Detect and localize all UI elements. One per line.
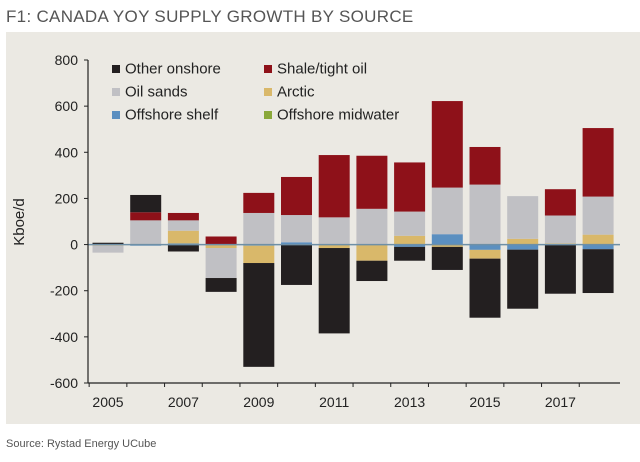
bar-shale-tight-oil-2013	[394, 162, 426, 212]
source-note: Source: Rystad Energy UCube	[6, 438, 156, 450]
bar-shale-tight-oil-2017	[544, 189, 576, 216]
bar-arctic-2012	[356, 244, 388, 261]
legend-label: Oil sands	[125, 84, 188, 101]
legend-item-shale-tight-oil: Shale/tight oil	[264, 61, 367, 78]
x-tick-label: 2007	[168, 394, 199, 410]
x-tick-label: 2017	[545, 394, 576, 410]
bar-arctic-2018	[582, 234, 614, 245]
bar-offshore-shelf-2010	[281, 242, 312, 245]
legend-item-oil-sands: Oil sands	[112, 84, 188, 101]
bar-arctic-2008	[205, 244, 237, 249]
x-tick-label: 2009	[243, 394, 274, 410]
bar-oil-sands-2005	[92, 245, 124, 253]
bar-offshore-shelf-2016	[507, 244, 539, 250]
bar-other-onshore-2014	[431, 246, 463, 270]
bar-shale-tight-oil-2012	[356, 155, 388, 209]
bar-oil-sands-2018	[582, 196, 614, 235]
bar-shale-tight-oil-2011	[318, 155, 350, 218]
bar-other-onshore-2010	[281, 244, 312, 285]
x-tick-label: 2011	[319, 394, 349, 410]
bar-oil-sands-2015	[469, 184, 501, 245]
bar-oil-sands-2012	[356, 208, 388, 245]
legend-swatch	[264, 111, 272, 119]
legend-label: Shale/tight oil	[277, 61, 367, 78]
bar-oil-sands-2014	[431, 187, 463, 235]
legend-item-other-onshore: Other onshore	[112, 61, 221, 78]
bar-other-onshore-2008	[205, 278, 237, 292]
bar-other-onshore-2015	[469, 258, 501, 318]
legend-swatch	[112, 88, 120, 96]
bar-other-onshore-2011	[318, 248, 350, 334]
bar-shale-tight-oil-2018	[582, 128, 614, 197]
bar-arctic-2007	[167, 230, 199, 244]
bar-arctic-2014	[431, 244, 463, 247]
bar-other-onshore-2007	[167, 244, 199, 252]
bar-shale-tight-oil-2010	[281, 176, 312, 216]
bar-offshore-shelf-2013	[394, 244, 426, 247]
bar-offshore-shelf-2014	[431, 234, 463, 245]
bar-other-onshore-2009	[243, 263, 275, 367]
bar-other-onshore-2016	[507, 249, 539, 309]
bar-oil-sands-2011	[318, 217, 350, 245]
legend-label: Offshore shelf	[125, 107, 219, 124]
legend-label: Offshore midwater	[277, 107, 399, 124]
bar-oil-sands-2009	[243, 212, 275, 245]
y-axis-label: Kboe/d	[11, 198, 28, 246]
y-tick-label: -400	[50, 329, 78, 345]
legend-item-offshore-midwater: Offshore midwater	[264, 107, 399, 124]
bar-oil-sands-2016	[507, 196, 539, 239]
y-tick-label: -200	[50, 283, 78, 299]
bar-oil-sands-2006	[130, 220, 162, 245]
y-tick-label: 600	[55, 98, 79, 114]
legend-swatch	[264, 65, 272, 73]
y-tick-label: 200	[55, 190, 79, 206]
bar-other-onshore-2018	[582, 249, 614, 294]
bar-other-onshore-2017	[544, 244, 576, 294]
bar-oil-sands-2013	[394, 211, 426, 236]
bar-arctic-2009	[243, 245, 275, 264]
bar-oil-sands-2010	[281, 215, 312, 243]
bar-shale-tight-oil-2015	[469, 146, 501, 185]
bar-oil-sands-2017	[544, 215, 576, 244]
bar-arctic-2015	[469, 249, 501, 259]
bar-shale-tight-oil-2014	[431, 101, 463, 188]
bar-shale-tight-oil-2007	[167, 212, 199, 221]
bar-oil-sands-2007	[167, 220, 199, 231]
legend-swatch	[112, 65, 120, 73]
bar-other-onshore-2005	[92, 242, 124, 245]
bar-arctic-2013	[394, 235, 426, 245]
legend-swatch	[112, 111, 120, 119]
bar-offshore-shelf-2018	[582, 244, 614, 250]
legend-item-offshore-shelf: Offshore shelf	[112, 107, 219, 124]
bar-arctic-2016	[507, 238, 539, 245]
bar-other-onshore-2013	[394, 246, 426, 261]
bar-other-onshore-2006	[130, 194, 162, 213]
bar-other-onshore-2012	[356, 260, 388, 282]
legend-item-arctic: Arctic	[264, 84, 315, 101]
x-tick-label: 2013	[394, 394, 425, 410]
x-tick-label: 2005	[92, 394, 123, 410]
legend-label: Arctic	[277, 84, 315, 101]
bar-offshore-shelf-2015	[469, 244, 501, 250]
y-tick-label: -600	[50, 375, 78, 391]
bar-oil-sands-2008	[205, 248, 237, 279]
y-tick-label: 400	[55, 144, 79, 160]
legend-swatch	[264, 88, 272, 96]
y-tick-label: 0	[70, 237, 78, 253]
bar-shale-tight-oil-2009	[243, 192, 275, 213]
chart-title: F1: CANADA YOY SUPPLY GROWTH BY SOURCE	[6, 7, 414, 26]
bar-shale-tight-oil-2008	[205, 236, 237, 245]
legend-label: Other onshore	[125, 61, 221, 78]
y-tick-label: 800	[55, 52, 79, 68]
bar-shale-tight-oil-2006	[130, 212, 162, 221]
x-tick-label: 2015	[469, 394, 500, 410]
bar-arctic-2011	[318, 244, 350, 249]
